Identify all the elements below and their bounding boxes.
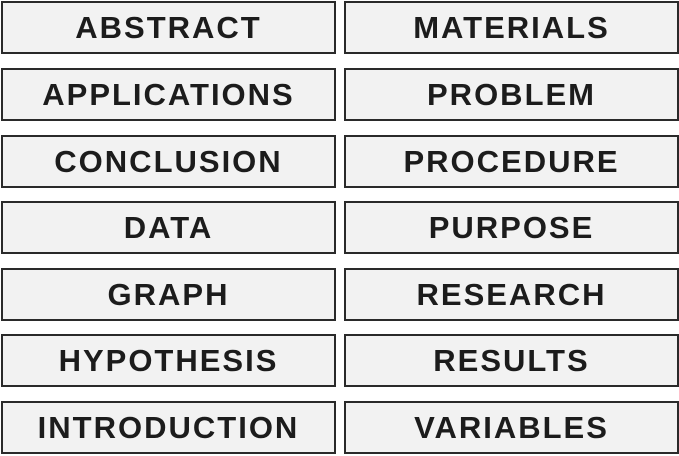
label-research: RESEARCH <box>344 268 679 321</box>
label-variables: VARIABLES <box>344 401 679 454</box>
label-abstract: ABSTRACT <box>1 1 336 54</box>
label-graph: GRAPH <box>1 268 336 321</box>
label-introduction: INTRODUCTION <box>1 401 336 454</box>
label-hypothesis: HYPOTHESIS <box>1 334 336 387</box>
label-applications: APPLICATIONS <box>1 68 336 121</box>
label-purpose: PURPOSE <box>344 201 679 254</box>
label-data: DATA <box>1 201 336 254</box>
label-materials: MATERIALS <box>344 1 679 54</box>
label-conclusion: CONCLUSION <box>1 135 336 188</box>
label-results: RESULTS <box>344 334 679 387</box>
label-problem: PROBLEM <box>344 68 679 121</box>
label-procedure: PROCEDURE <box>344 135 679 188</box>
